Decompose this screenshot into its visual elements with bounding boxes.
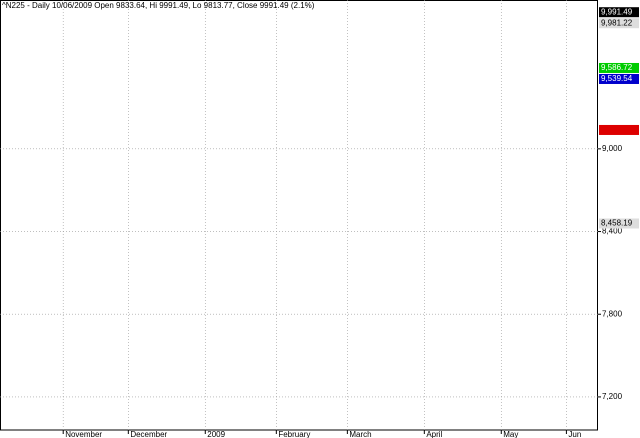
last-value-box [599,124,639,135]
last-value-box [599,62,639,73]
last-value-box [599,218,639,229]
last-value-box [599,73,639,84]
y-tick-label: 8,400 [602,227,623,236]
x-tick-label: 2009 [207,430,225,438]
x-tick-label: December [130,430,167,438]
x-tick-label: November [65,430,102,438]
x-tick-label: April [426,430,442,438]
grid [0,0,598,430]
x-tick-label: Jun [568,430,581,438]
last-value-label: 9,981.22 [601,18,633,27]
plot-frame [0,0,598,431]
last-value-box [599,7,639,18]
x-tick-label: March [349,430,371,438]
last-value-label: 8,458.19 [601,219,633,228]
chart-title: ^N225 - Daily 10/06/2009 Open 9833.64, H… [2,1,315,10]
y-tick-label: 7,800 [602,309,623,318]
last-value-label: 9,991.49 [601,7,633,16]
x-tick-label: May [503,430,518,438]
y-tick-label: 7,200 [602,392,623,401]
y-tick-label: 9,000 [602,144,623,153]
x-tick-label: February [278,430,310,438]
last-value-label: 9,586.72 [601,63,633,72]
last-value-box [599,18,639,29]
axes: 7,200 7,800 8,400 9,000 November December 2009… [62,7,639,438]
last-value-label: 9,539.54 [601,74,633,83]
